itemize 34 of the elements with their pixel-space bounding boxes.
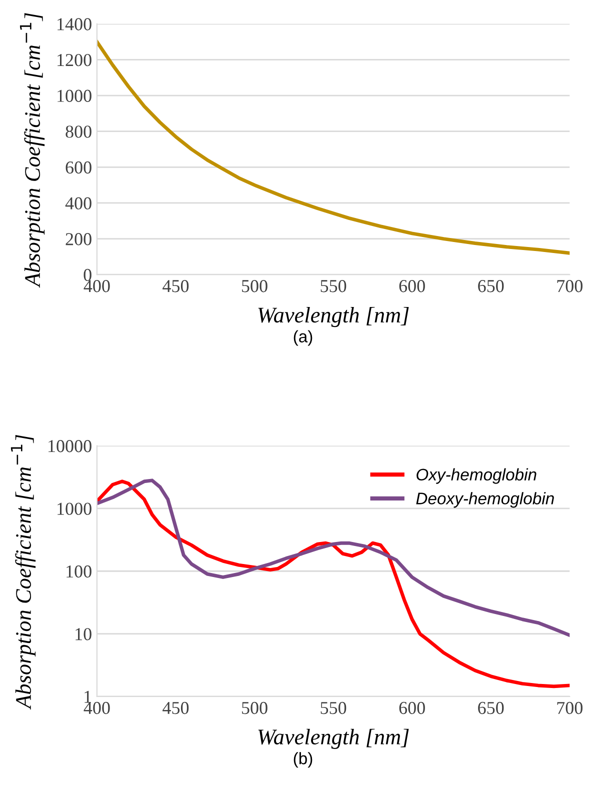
x-axis-title: Wavelength [nm]	[258, 306, 409, 328]
x-tick-label: 700	[557, 702, 582, 714]
x-tick-label: 550	[320, 280, 346, 292]
x-tick-label: 450	[162, 280, 189, 292]
y-axis-title: Absorption Coefficient [cm$^{−1}$]	[20, 13, 45, 288]
legend-label: Deoxy-hemoglobin	[416, 492, 554, 508]
x-tick-label: 450	[162, 702, 189, 714]
y-axis-title: Absorption Coefficient [cm$^{−1}$]	[10, 435, 36, 710]
x-axis-title: Wavelength [nm]	[258, 728, 409, 749]
legend-label: Oxy-hemoglobin	[416, 468, 536, 484]
y-tick-label: 10	[76, 628, 92, 640]
y-tick-label: 1200	[58, 54, 92, 66]
x-tick-label: 500	[242, 702, 268, 714]
y-tick-label: 1000	[58, 90, 92, 102]
y-tick-label: 1000	[58, 502, 92, 515]
y-tick-label: 10000	[48, 440, 92, 452]
text: (b)	[294, 752, 312, 768]
text: (a)	[294, 330, 312, 346]
y-tick-label: 200	[66, 233, 92, 246]
y-tick-label: 400	[65, 197, 92, 210]
x-tick-label: 600	[399, 280, 425, 292]
y-tick-label: 600	[66, 161, 92, 174]
y-tick-label: 0	[84, 268, 92, 282]
x-tick-label: 500	[242, 280, 268, 292]
x-tick-label: 650	[478, 280, 504, 292]
x-tick-label: 650	[478, 702, 504, 714]
y-tick-label: 800	[66, 126, 92, 138]
y-tick-label: 100	[66, 565, 92, 578]
y-tick-label: 1	[84, 690, 92, 703]
x-tick-label: 600	[399, 702, 425, 714]
x-tick-label: 550	[320, 702, 346, 714]
x-tick-label: 700	[557, 280, 582, 292]
line-series	[96, 40, 570, 255]
y-tick-label: 1400	[58, 18, 92, 30]
